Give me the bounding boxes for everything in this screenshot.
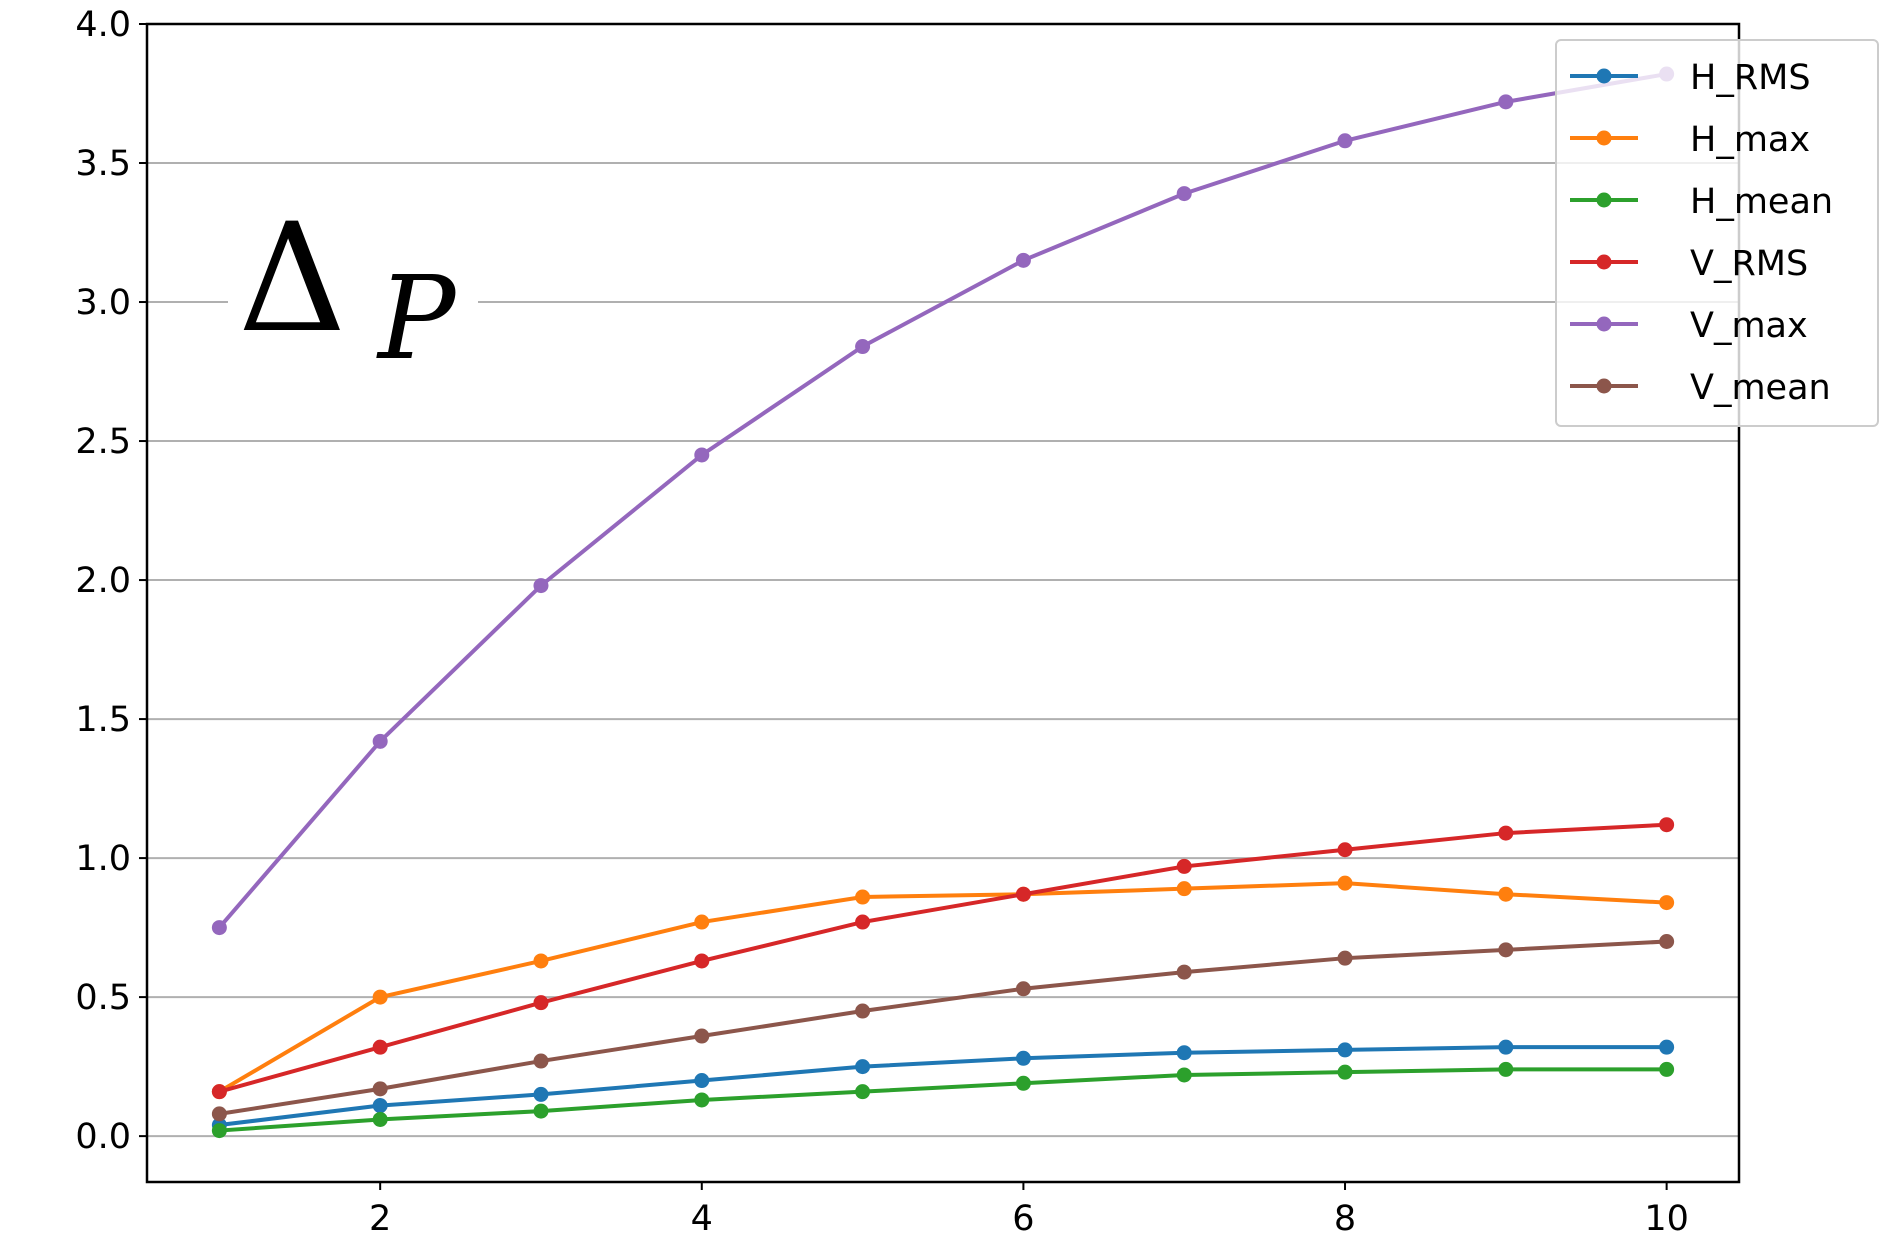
data-point <box>1176 1067 1192 1083</box>
legend-label: H_RMS <box>1690 58 1811 98</box>
x-tick-label: 2 <box>369 1199 391 1239</box>
y-tick-label: 0.5 <box>75 978 131 1018</box>
data-point <box>1176 881 1192 897</box>
data-point <box>1176 186 1192 202</box>
data-point <box>1498 1039 1514 1055</box>
legend-marker <box>1596 130 1612 146</box>
data-point <box>694 953 710 969</box>
y-tick-label: 2.0 <box>75 561 131 601</box>
data-point <box>1659 895 1675 911</box>
data-point <box>1337 1042 1353 1058</box>
data-point <box>1015 981 1031 997</box>
data-point <box>211 920 227 936</box>
data-point <box>855 1084 871 1100</box>
data-point <box>372 1039 388 1055</box>
data-point <box>372 733 388 749</box>
data-point <box>694 914 710 930</box>
data-point <box>855 914 871 930</box>
legend-label: V_mean <box>1690 368 1831 408</box>
data-point <box>533 953 549 969</box>
data-point <box>694 1073 710 1089</box>
data-point <box>211 1106 227 1122</box>
legend-label: H_mean <box>1690 182 1833 222</box>
plot-frame <box>145 22 1741 1184</box>
data-point <box>1337 842 1353 858</box>
data-point <box>372 1111 388 1127</box>
legend-marker <box>1596 254 1612 270</box>
legend-marker <box>1596 316 1612 332</box>
y-tick-label: 4.0 <box>75 5 131 45</box>
annotation-box <box>228 262 478 362</box>
series-line <box>219 1045 1667 1127</box>
data-point <box>1176 858 1192 874</box>
annotation-subscript: P <box>376 252 457 386</box>
data-point <box>1015 1050 1031 1066</box>
annotation-delta: Δ <box>238 192 346 366</box>
data-point <box>694 1092 710 1108</box>
y-tick-label: 1.5 <box>75 700 131 740</box>
data-point <box>1176 1045 1192 1061</box>
legend-label: V_RMS <box>1690 244 1808 284</box>
data-point <box>533 995 549 1011</box>
data-point <box>1498 94 1514 110</box>
data-point <box>1498 1061 1514 1077</box>
legend-marker <box>1596 378 1612 394</box>
data-point <box>533 578 549 594</box>
x-tick-label: 6 <box>1012 1199 1034 1239</box>
data-point <box>855 889 871 905</box>
y-tick-label: 1.0 <box>75 839 131 879</box>
x-tick-label: 8 <box>1334 1199 1356 1239</box>
data-point <box>211 1084 227 1100</box>
series-line <box>219 939 1667 1116</box>
data-point <box>855 339 871 355</box>
data-point <box>1659 934 1675 950</box>
data-point <box>1176 964 1192 980</box>
data-point <box>1337 1064 1353 1080</box>
data-point <box>694 447 710 463</box>
data-point <box>1337 875 1353 891</box>
x-tick-label: 10 <box>1644 1199 1689 1239</box>
data-point <box>533 1103 549 1119</box>
data-point <box>1337 950 1353 966</box>
y-tick-label: 3.5 <box>75 144 131 184</box>
data-point <box>855 1059 871 1075</box>
data-point <box>855 1003 871 1019</box>
series-line <box>218 822 1667 1094</box>
data-point <box>1337 133 1353 149</box>
data-point <box>1498 825 1514 841</box>
data-point <box>1659 817 1675 833</box>
data-point <box>533 1053 549 1069</box>
data-point <box>1659 1039 1675 1055</box>
x-tick-label: 4 <box>691 1199 713 1239</box>
legend-marker <box>1596 68 1612 84</box>
series-line <box>219 1067 1667 1133</box>
data-point <box>372 989 388 1005</box>
series-line <box>217 72 1667 929</box>
data-point <box>1659 1061 1675 1077</box>
legend-marker <box>1596 192 1612 208</box>
data-point <box>533 1086 549 1102</box>
data-point <box>372 1081 388 1097</box>
legend-label: V_max <box>1690 306 1808 346</box>
y-tick-label: 0.0 <box>75 1117 131 1157</box>
data-point <box>211 1123 227 1139</box>
data-point <box>1498 886 1514 902</box>
data-point <box>1015 252 1031 268</box>
y-tick-label: 3.0 <box>75 283 131 323</box>
legend-label: H_max <box>1690 120 1810 160</box>
data-point <box>1015 886 1031 902</box>
data-point <box>372 1098 388 1114</box>
data-point <box>694 1028 710 1044</box>
data-point <box>1498 942 1514 958</box>
series-line <box>218 881 1667 1094</box>
y-tick-label: 2.5 <box>75 422 131 462</box>
data-point <box>1015 1075 1031 1091</box>
